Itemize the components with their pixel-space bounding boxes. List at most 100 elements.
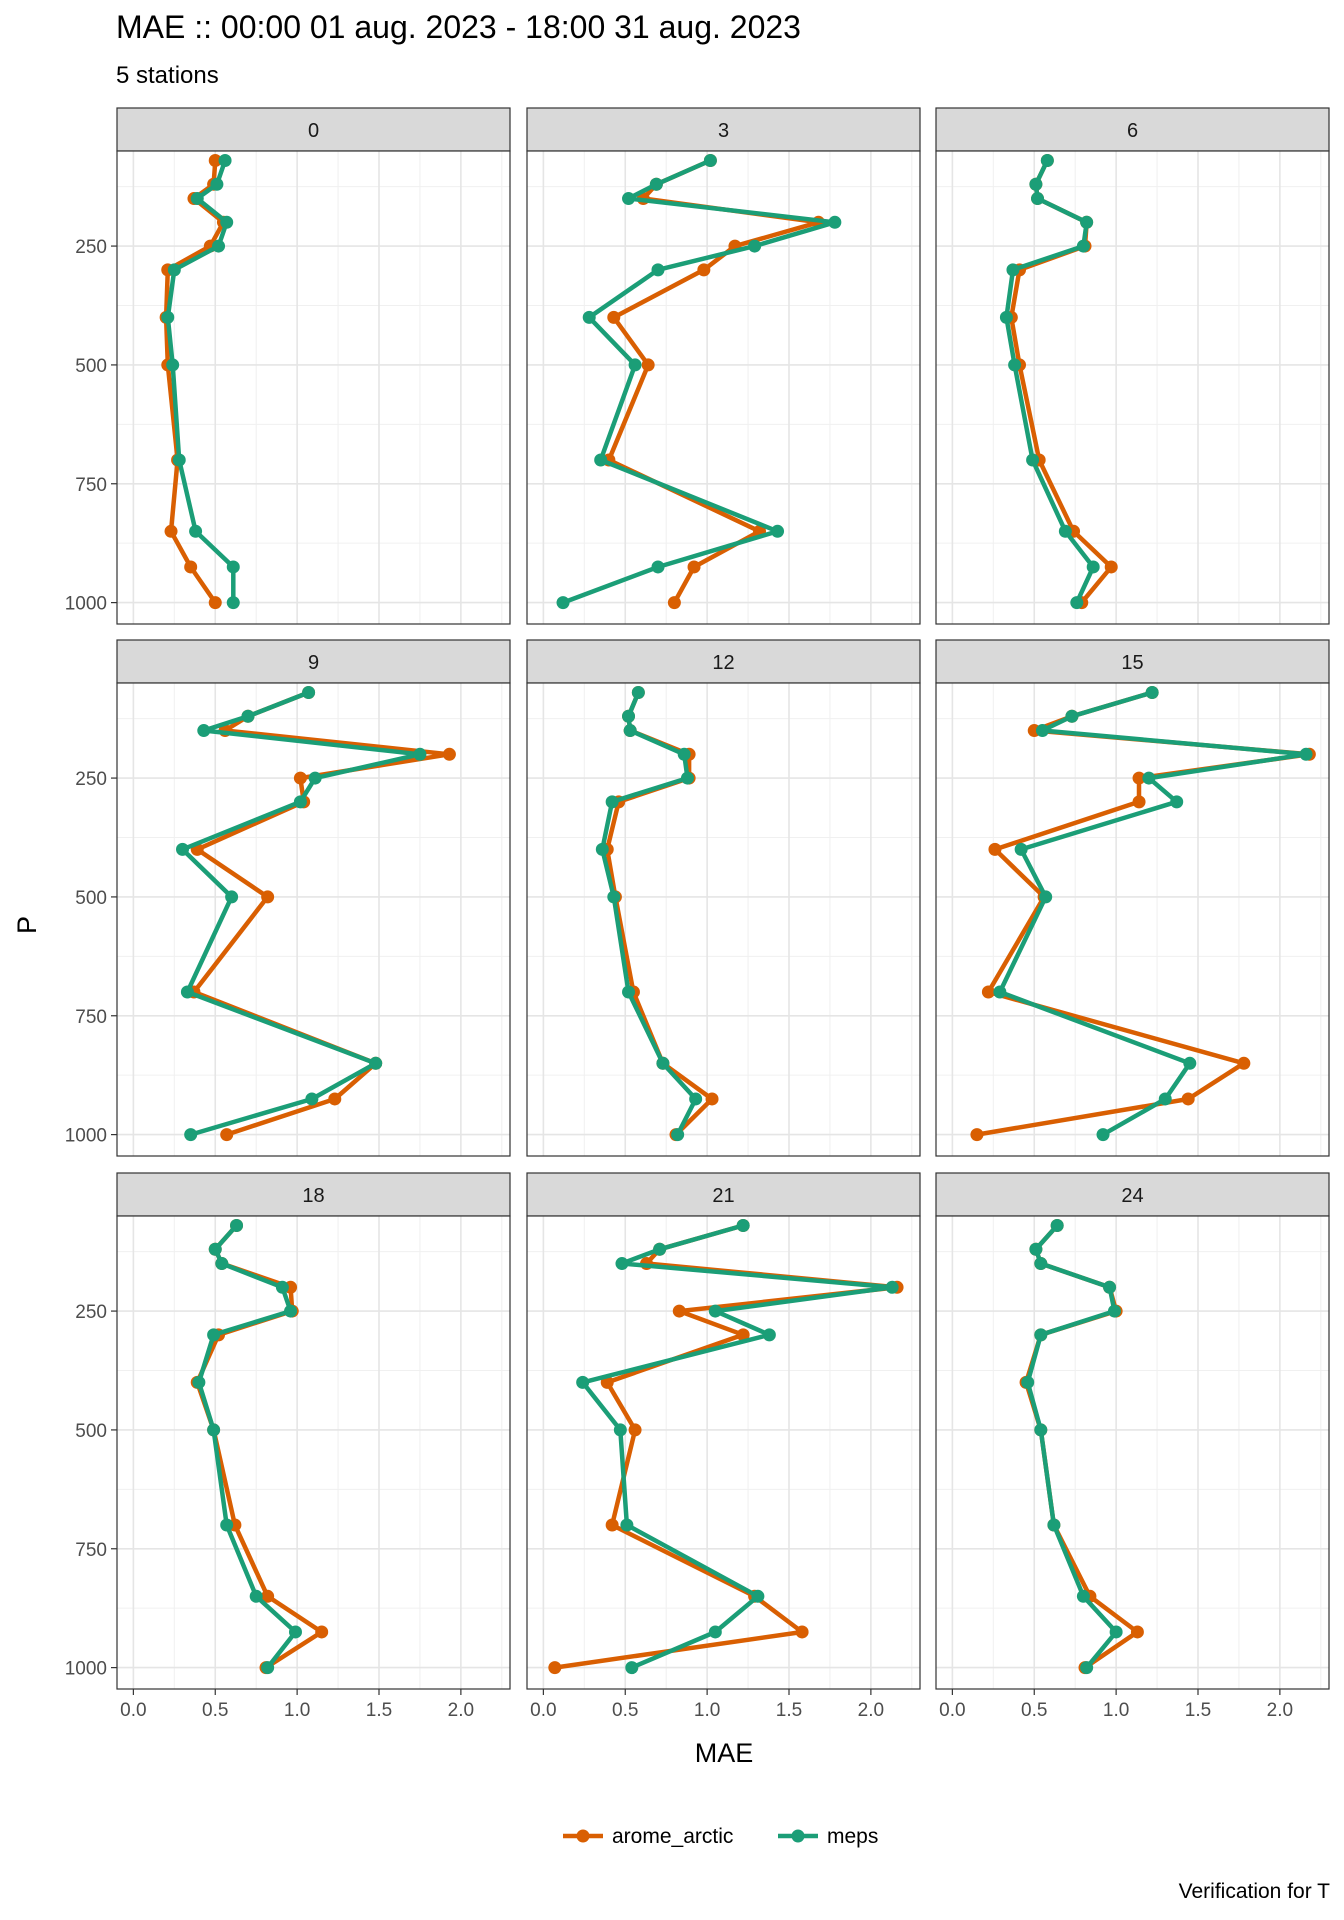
data-point-meps bbox=[1070, 596, 1084, 610]
data-point-meps bbox=[1158, 1092, 1172, 1106]
data-point-meps bbox=[771, 524, 785, 538]
data-point-meps bbox=[623, 724, 637, 738]
data-point-meps bbox=[208, 1242, 222, 1256]
data-point-arome_arctic bbox=[605, 1518, 619, 1532]
data-point-meps bbox=[885, 1280, 899, 1294]
data-point-arome_arctic bbox=[1104, 560, 1118, 574]
data-point-meps bbox=[651, 560, 665, 574]
data-point-arome_arctic bbox=[988, 842, 1002, 856]
data-point-meps bbox=[180, 985, 194, 999]
chart-title: MAE :: 00:00 01 aug. 2023 - 18:00 31 aug… bbox=[116, 9, 801, 45]
facet-strip bbox=[526, 107, 921, 152]
x-tick-label: 1.0 bbox=[1103, 1700, 1129, 1721]
legend-key-point bbox=[791, 1829, 805, 1843]
data-point-meps bbox=[1076, 1589, 1090, 1603]
facet-strip-label: 12 bbox=[712, 652, 734, 674]
x-tick-label: 2.0 bbox=[448, 1700, 474, 1721]
data-point-meps bbox=[161, 310, 175, 324]
facet-panel-21: 21 0.0 0.5 1.0 1.5 2.0 bbox=[526, 1172, 921, 1721]
panel-border bbox=[935, 682, 1330, 1157]
x-tick-label: 2.0 bbox=[858, 1700, 884, 1721]
y-tick-label: 500 bbox=[75, 1421, 107, 1442]
panel-background bbox=[117, 151, 510, 624]
data-point-meps bbox=[305, 1092, 319, 1106]
data-point-arome_arctic bbox=[164, 524, 178, 538]
x-tick-label: 0.5 bbox=[1021, 1700, 1047, 1721]
chart-caption: Verification for T bbox=[1179, 1880, 1331, 1903]
panel-background bbox=[117, 1216, 510, 1689]
data-point-meps bbox=[220, 1518, 234, 1532]
y-tick-label: 500 bbox=[75, 356, 107, 377]
data-point-meps bbox=[212, 239, 226, 253]
facet-strip-label: 0 bbox=[308, 120, 319, 142]
y-tick-label: 500 bbox=[75, 888, 107, 909]
panel-border bbox=[526, 1215, 921, 1690]
facet-panel-15: 15 bbox=[935, 639, 1330, 1157]
data-point-meps bbox=[189, 524, 203, 538]
data-point-meps bbox=[197, 724, 211, 738]
y-tick-label: 250 bbox=[75, 1302, 107, 1323]
data-point-meps bbox=[1145, 686, 1159, 700]
data-point-meps bbox=[622, 985, 636, 999]
data-point-meps bbox=[1170, 795, 1184, 809]
data-point-meps bbox=[622, 192, 636, 206]
data-point-meps bbox=[1080, 1661, 1094, 1675]
data-point-meps bbox=[1183, 1056, 1197, 1070]
facet-strip bbox=[116, 639, 511, 684]
data-point-arome_arctic bbox=[667, 596, 681, 610]
data-point-meps bbox=[275, 1280, 289, 1294]
facet-strip-label: 6 bbox=[1127, 120, 1138, 142]
data-point-meps bbox=[1034, 1257, 1048, 1271]
facet-strip-label: 21 bbox=[712, 1185, 734, 1207]
data-point-meps bbox=[1086, 560, 1100, 574]
panel-border bbox=[935, 1215, 1330, 1690]
data-point-meps bbox=[1031, 192, 1045, 206]
data-point-meps bbox=[656, 1056, 670, 1070]
data-point-meps bbox=[620, 1518, 634, 1532]
data-point-meps bbox=[1080, 215, 1094, 229]
x-tick-label: 1.5 bbox=[1185, 1700, 1211, 1721]
data-point-meps bbox=[1039, 890, 1053, 904]
data-point-meps bbox=[736, 1219, 750, 1233]
data-point-meps bbox=[677, 747, 691, 761]
y-tick-label: 1000 bbox=[65, 1659, 107, 1680]
y-tick-label: 750 bbox=[75, 1007, 107, 1028]
legend-label: arome_arctic bbox=[612, 1825, 733, 1848]
panel-background bbox=[527, 683, 920, 1156]
data-point-meps bbox=[1014, 842, 1028, 856]
data-point-meps bbox=[1008, 358, 1022, 372]
data-point-arome_arctic bbox=[1132, 795, 1146, 809]
data-point-meps bbox=[1029, 1242, 1043, 1256]
facet-panel-24: 24 0.0 0.5 1.0 1.5 2.0 bbox=[935, 1172, 1330, 1721]
y-tick-label: 750 bbox=[75, 475, 107, 496]
y-tick-label: 250 bbox=[75, 769, 107, 790]
data-point-meps bbox=[1006, 263, 1020, 277]
panel-border bbox=[116, 150, 511, 625]
data-point-arome_arctic bbox=[548, 1661, 562, 1675]
facet-strip-label: 15 bbox=[1121, 652, 1143, 674]
data-point-meps bbox=[369, 1056, 383, 1070]
facet-strip bbox=[116, 1172, 511, 1217]
data-point-meps bbox=[190, 192, 204, 206]
data-point-meps bbox=[293, 795, 307, 809]
facet-strip bbox=[116, 107, 511, 152]
data-point-meps bbox=[218, 154, 232, 168]
panel-background bbox=[527, 1216, 920, 1689]
data-point-meps bbox=[308, 771, 322, 785]
data-point-arome_arctic bbox=[1181, 1092, 1195, 1106]
facet-panel-18: 18 250 500 750 1000 0.0 0.5 1.0 1.5 2.0 bbox=[65, 1172, 511, 1721]
panel-background bbox=[936, 683, 1329, 1156]
legend-item-arome_arctic: arome_arctic bbox=[563, 1825, 733, 1848]
data-point-meps bbox=[828, 215, 842, 229]
data-point-meps bbox=[748, 239, 762, 253]
data-point-meps bbox=[615, 1257, 629, 1271]
data-point-meps bbox=[207, 1328, 221, 1342]
x-tick-label: 1.0 bbox=[694, 1700, 720, 1721]
data-point-meps bbox=[708, 1304, 722, 1318]
data-point-meps bbox=[1050, 1219, 1064, 1233]
data-point-meps bbox=[595, 842, 609, 856]
data-point-arome_arctic bbox=[261, 1589, 275, 1603]
data-point-meps bbox=[302, 686, 316, 700]
data-point-meps bbox=[999, 310, 1013, 324]
data-point-meps bbox=[166, 358, 180, 372]
